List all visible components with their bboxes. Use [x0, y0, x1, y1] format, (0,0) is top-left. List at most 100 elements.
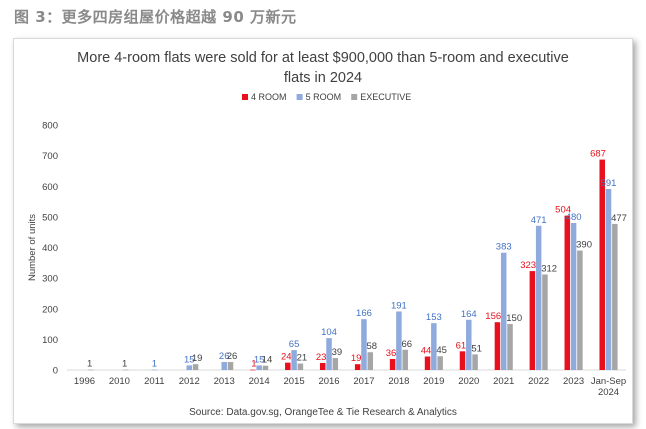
data-label: 1 — [87, 359, 92, 370]
bar — [354, 364, 361, 370]
legend-swatch — [296, 94, 303, 100]
legend-label: EXECUTIVE — [360, 92, 411, 102]
bar — [291, 350, 297, 370]
data-label: 19 — [192, 353, 203, 364]
data-label: 166 — [356, 308, 372, 319]
chart-frame: More 4-room flats were sold for at least… — [13, 38, 633, 424]
bar — [332, 358, 339, 370]
data-label: 383 — [496, 242, 512, 253]
bar-chart: Number of units 0 100 200 300 400 500 600 700 800… — [27, 92, 627, 418]
bar — [612, 223, 618, 370]
bar — [494, 322, 501, 370]
bar — [250, 369, 256, 371]
bar — [535, 225, 542, 370]
data-label: 390 — [576, 240, 592, 251]
x-tick-label: 2011 — [144, 376, 164, 387]
data-label: 312 — [541, 263, 557, 274]
data-label: 1 — [251, 359, 256, 370]
x-tick-label: 2017 — [353, 376, 374, 387]
x-tick-label-line-1: Jan-Sep — [591, 376, 626, 387]
data-label: 51 — [471, 343, 482, 354]
data-label: 44 — [421, 346, 432, 357]
data-label: 1 — [152, 359, 157, 370]
data-label: 15 — [254, 354, 265, 365]
bar — [122, 369, 129, 371]
bar — [431, 323, 437, 370]
bar — [192, 364, 199, 370]
data-label: 104 — [321, 327, 337, 338]
bar — [402, 349, 408, 370]
y-tick-label: 800 — [42, 121, 58, 132]
data-label: 153 — [426, 312, 442, 323]
data-label: 19 — [351, 353, 362, 364]
bar — [599, 159, 605, 370]
bar — [529, 271, 536, 370]
y-tick-label: 600 — [42, 182, 58, 193]
bar — [459, 351, 466, 370]
x-tick-label: 2013 — [214, 376, 235, 387]
bar — [424, 356, 431, 370]
bar — [500, 252, 507, 370]
bar — [507, 324, 513, 370]
bar — [151, 369, 158, 371]
data-label: 687 — [590, 149, 606, 160]
x-tick-label-line-2: 2024 — [598, 387, 619, 398]
data-label: 156 — [485, 311, 501, 322]
source-note: Source: Data.gov.sg, OrangeTee & Tie Res… — [189, 407, 457, 418]
x-tick-label: 2016 — [318, 376, 339, 387]
bar — [221, 362, 227, 370]
data-label: 26 — [227, 351, 238, 362]
data-label: 58 — [367, 341, 378, 352]
data-label: 24 — [281, 352, 292, 363]
bar — [285, 362, 291, 370]
x-tick-label: 2014 — [249, 376, 270, 387]
data-label: 36 — [386, 348, 397, 359]
chart-title-line-1: More 4-room flats were sold for at least… — [77, 50, 569, 66]
x-tick-label: 2010 — [109, 376, 130, 387]
bar — [396, 311, 402, 370]
y-tick-label: 400 — [42, 243, 58, 254]
data-label: 191 — [391, 301, 407, 312]
bar — [256, 365, 262, 370]
y-axis-label: Number of units — [27, 214, 38, 281]
x-tick-label: 2012 — [179, 376, 200, 387]
bar — [605, 189, 612, 370]
y-tick-label: 100 — [42, 335, 58, 346]
data-label: 591 — [601, 178, 617, 189]
data-label: 61 — [456, 340, 467, 351]
bar — [227, 362, 234, 370]
data-label: 504 — [555, 205, 571, 216]
data-label: 480 — [566, 212, 582, 223]
data-label: 14 — [262, 355, 273, 366]
legend-swatch — [351, 94, 358, 100]
x-tick-label: 2018 — [388, 376, 409, 387]
data-label: 323 — [520, 260, 536, 271]
bar — [466, 319, 472, 370]
x-tick-label: 1996 — [74, 376, 95, 387]
data-label: 66 — [401, 339, 412, 350]
bar — [262, 365, 269, 370]
y-tick-label: 500 — [42, 212, 58, 223]
bar — [186, 365, 193, 370]
y-tick-label: 300 — [42, 274, 58, 285]
legend-label: 4 ROOM — [251, 92, 287, 102]
data-label: 15 — [184, 354, 195, 365]
chart-title: More 4-room flats were sold for at least… — [14, 48, 632, 88]
bar — [326, 338, 332, 370]
bar — [437, 356, 443, 370]
bar — [389, 358, 396, 370]
x-tick-label: 2022 — [528, 376, 549, 387]
data-label: 471 — [531, 215, 547, 226]
legend-swatch — [242, 94, 248, 100]
data-label: 150 — [506, 313, 522, 324]
data-label: 477 — [611, 213, 627, 224]
data-label: 164 — [461, 309, 477, 320]
data-label: 65 — [289, 339, 300, 350]
x-tick-label: 2019 — [423, 376, 444, 387]
chart-title-line-2: flats in 2024 — [283, 70, 363, 86]
bar — [319, 362, 326, 370]
data-label: 21 — [297, 353, 308, 364]
bar — [361, 319, 367, 370]
data-label: 1 — [122, 359, 127, 370]
bar — [577, 250, 583, 370]
